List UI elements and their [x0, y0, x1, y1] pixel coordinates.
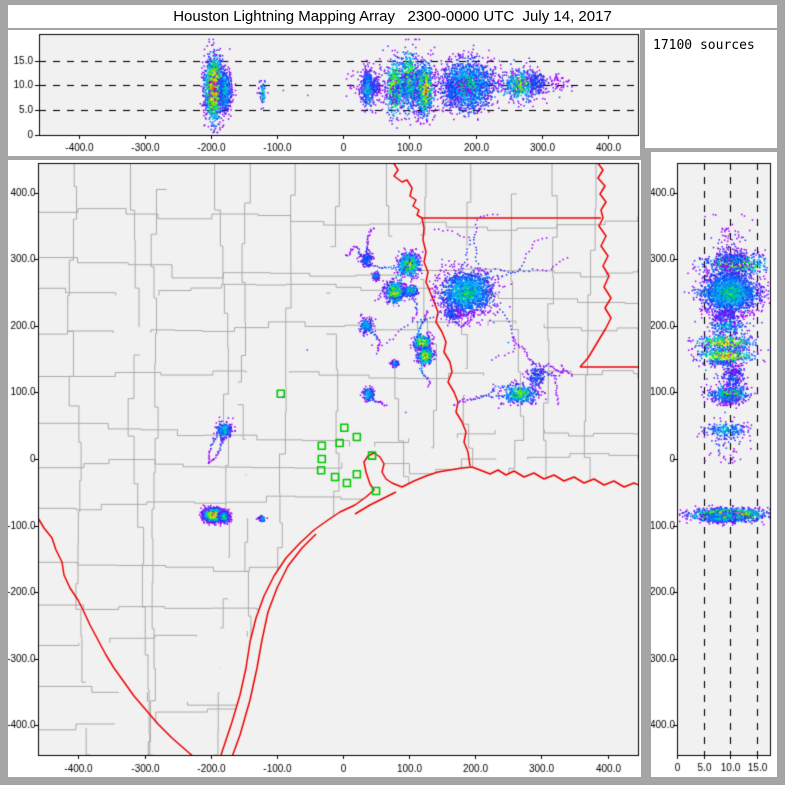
altitude-ew-panel: [8, 30, 640, 156]
page-title: Houston Lightning Mapping Array 2300-000…: [8, 5, 777, 28]
altitude-ew-plot-canvas[interactable]: [8, 30, 640, 156]
source-count-panel: 17100 sources: [645, 30, 777, 148]
plan-view-map-canvas[interactable]: [8, 160, 641, 777]
altitude-ns-plot-canvas[interactable]: [651, 152, 777, 777]
altitude-ns-panel: [651, 152, 777, 777]
plan-view-panel: [8, 160, 641, 777]
source-count-label: 17100 sources: [653, 38, 755, 53]
